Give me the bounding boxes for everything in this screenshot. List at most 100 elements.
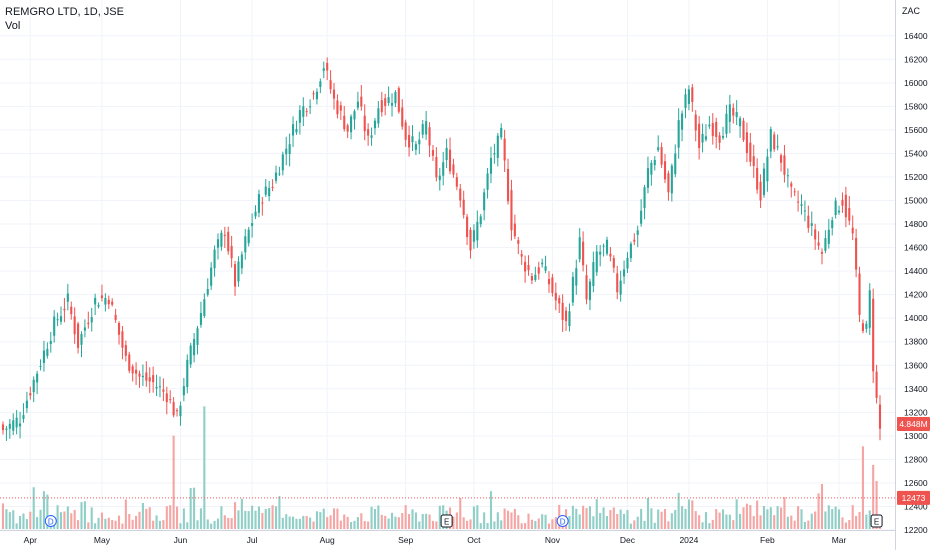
candle-body	[530, 275, 533, 281]
y-tick-label: 12600	[904, 478, 928, 488]
candle-body	[100, 295, 104, 299]
volume-bar	[554, 517, 557, 529]
volume-bar	[735, 499, 738, 529]
volume-bar	[844, 522, 847, 529]
candle-body	[769, 129, 772, 152]
candle-body	[817, 242, 820, 246]
candle-body	[213, 249, 216, 269]
volume-bar	[5, 509, 8, 529]
y-tick-label: 13200	[904, 407, 928, 417]
candle-body	[783, 155, 786, 175]
candle-body	[674, 153, 677, 175]
candle-body	[585, 275, 588, 300]
candle-body	[503, 138, 506, 161]
candle-body	[264, 186, 267, 195]
candle-body	[189, 345, 192, 365]
volume-bar	[298, 518, 301, 529]
volume-bar	[800, 509, 803, 529]
candle-body	[663, 161, 667, 180]
candle-body	[820, 251, 824, 254]
volume-bar	[766, 509, 769, 529]
candle-body	[302, 106, 305, 117]
candle-body	[588, 281, 591, 301]
volume-bar	[1, 503, 5, 529]
candle-body	[841, 199, 844, 206]
volume-bar	[425, 513, 428, 529]
volume-bar	[483, 512, 486, 529]
volume-bar	[117, 515, 121, 529]
y-tick-label: 15400	[904, 148, 928, 158]
candle-body	[554, 292, 557, 301]
volume-bar	[547, 523, 551, 529]
candle-body	[77, 323, 80, 348]
y-tick-label: 12200	[904, 525, 928, 535]
candle-body	[247, 229, 250, 244]
volume-bar	[172, 435, 175, 529]
candle-body	[653, 159, 656, 166]
volume-bar	[592, 516, 595, 529]
x-month-label: 2024	[679, 535, 698, 545]
candle-body	[394, 92, 397, 104]
candle-body	[868, 290, 871, 328]
candle-body	[595, 251, 598, 273]
candle-body	[343, 115, 346, 130]
volume-bar	[585, 508, 588, 529]
volume-bar	[111, 520, 114, 529]
candle-body	[251, 223, 254, 226]
candle-body	[431, 150, 435, 156]
candle-body	[408, 134, 411, 148]
volume-bar	[861, 446, 864, 529]
volume-bar	[155, 515, 158, 529]
candle-body	[329, 80, 332, 90]
volume-bar	[848, 519, 851, 529]
volume-bar	[100, 512, 104, 529]
candle-body	[834, 200, 837, 216]
volume-bar	[640, 508, 643, 529]
volume-bar	[834, 506, 837, 529]
y-tick-label: 13600	[904, 360, 928, 370]
candle-body	[592, 262, 595, 287]
volume-bar	[783, 497, 786, 529]
candle-body	[797, 201, 800, 203]
volume-bar	[230, 518, 233, 529]
candle-body	[619, 280, 622, 295]
candle-body	[59, 316, 63, 322]
volume-bar	[827, 505, 830, 529]
candle-body	[288, 144, 291, 154]
volume-bar	[336, 508, 339, 529]
candle-body	[629, 243, 632, 259]
candle-body	[558, 298, 561, 304]
candle-body	[626, 257, 629, 269]
candle-body	[612, 257, 615, 268]
volume-bar	[411, 509, 414, 529]
candle-body	[506, 168, 510, 202]
volume-bar	[278, 496, 281, 529]
candle-body	[520, 254, 523, 257]
candle-body	[172, 402, 175, 416]
candle-body	[401, 107, 404, 127]
candle-body	[858, 273, 861, 315]
candle-body	[677, 120, 680, 148]
volume-bar	[59, 512, 63, 529]
candle-body	[186, 359, 189, 388]
candle-body	[39, 366, 42, 368]
volume-bar	[742, 507, 745, 529]
candle-body	[687, 89, 690, 104]
volume-bar	[462, 517, 465, 529]
candle-body	[455, 177, 458, 187]
volume-bar	[128, 513, 131, 529]
candle-body	[397, 88, 400, 112]
candle-body	[469, 229, 472, 251]
candle-body	[360, 96, 363, 107]
candle-body	[517, 240, 520, 244]
volume-bar	[725, 514, 728, 529]
candle-body	[534, 274, 537, 280]
volume-bar	[261, 513, 264, 529]
candle-body	[837, 210, 841, 213]
candle-body	[643, 187, 646, 209]
candle-body	[476, 221, 479, 241]
currency-label[interactable]: ZAC	[902, 6, 920, 16]
candle-body	[489, 158, 493, 174]
volume-bar	[749, 505, 752, 529]
